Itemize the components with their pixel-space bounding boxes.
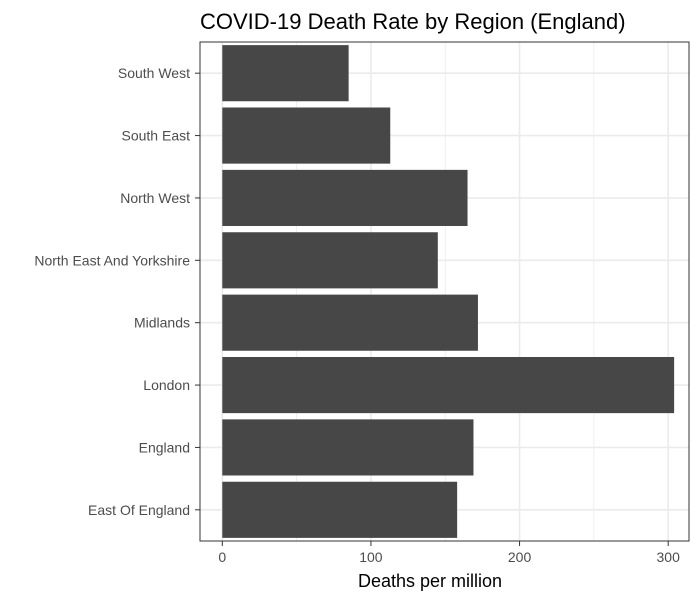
x-axis-label: Deaths per million <box>358 571 502 591</box>
y-tick-label: South West <box>118 65 190 81</box>
bar <box>222 356 675 414</box>
bar <box>222 481 458 538</box>
y-tick-label: South East <box>122 128 191 144</box>
y-tick-label: Midlands <box>134 315 190 331</box>
x-tick-label: 0 <box>218 549 226 565</box>
y-tick-label: North East And Yorkshire <box>34 252 190 268</box>
chart-title: COVID-19 Death Rate by Region (England) <box>200 9 626 34</box>
panel-border <box>199 41 690 542</box>
bar <box>222 294 478 351</box>
bar <box>222 419 474 476</box>
y-tick-label: London <box>143 377 190 393</box>
y-tick-label: East Of England <box>88 502 190 518</box>
bars <box>222 45 675 538</box>
x-tick-label: 200 <box>508 549 532 565</box>
bar <box>222 169 468 227</box>
y-tick-label: England <box>139 439 190 455</box>
y-axis: South West South East North West North East… <box>34 65 200 518</box>
y-tick-label: North West <box>120 190 190 206</box>
x-tick-label: 100 <box>359 549 383 565</box>
x-tick-label: 300 <box>657 549 681 565</box>
bar <box>222 45 349 102</box>
x-axis: 0 100 200 300 <box>218 541 680 565</box>
bar <box>222 232 438 289</box>
bar <box>222 107 391 164</box>
